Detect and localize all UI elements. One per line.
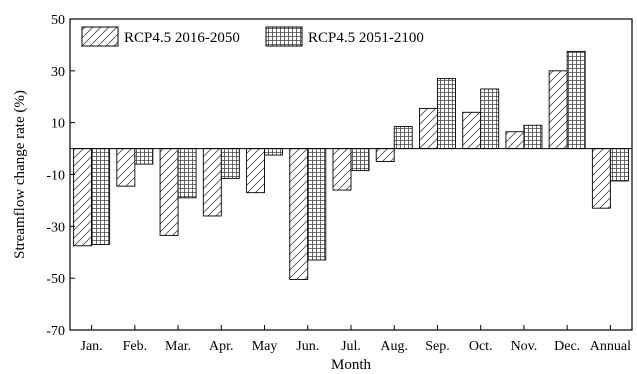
y-tick-label: -30	[46, 220, 65, 235]
legend-label-series-2: RCP4.5 2051-2100	[308, 30, 424, 46]
bar-1-1	[116, 148, 136, 187]
y-tick-label: -70	[46, 324, 65, 339]
bar-2-12	[609, 148, 629, 182]
x-tick-label: Nov.	[511, 339, 538, 354]
bar-1-6	[332, 148, 352, 191]
y-tick-label: 10	[51, 117, 65, 132]
bar-2-5	[307, 148, 327, 261]
y-axis-ticks: -70 -50 -30 -10 10 30 50	[46, 13, 75, 339]
legend-swatch-series-2	[265, 26, 303, 47]
x-tick-label: Mar.	[165, 339, 191, 354]
x-tick-label: Feb.	[123, 339, 148, 354]
bars-group	[73, 50, 629, 280]
bar-1-0	[73, 148, 93, 247]
bar-2-2	[177, 148, 197, 199]
bar-1-5	[289, 148, 309, 280]
bar-1-4	[246, 148, 265, 194]
y-tick-label: 30	[51, 65, 65, 80]
x-tick-label: Jan.	[81, 339, 103, 354]
y-tick-label: -50	[46, 272, 65, 287]
bar-2-9	[480, 88, 500, 150]
bar-1-9	[462, 111, 482, 150]
bar-2-1	[134, 148, 154, 165]
y-tick-label: -10	[46, 169, 65, 184]
bar-2-6	[350, 148, 370, 172]
legend-label-series-1: RCP4.5 2016-2050	[124, 30, 240, 46]
bar-2-7	[393, 126, 413, 150]
x-axis-ticks: Jan. Feb. Mar. Apr. May Jun. Jul. Aug. Sep. Oct. N…	[81, 325, 631, 354]
bar-1-11	[548, 70, 568, 150]
bar-2-3	[220, 148, 240, 179]
x-tick-label: Jun.	[296, 339, 319, 354]
bar-1-3	[202, 148, 222, 217]
legend-swatch-series-1	[81, 26, 119, 47]
bar-2-10	[523, 124, 543, 150]
x-tick-label: Sep.	[425, 339, 450, 354]
y-axis-label: Streamflow change rate (%)	[12, 90, 28, 259]
x-tick-label: Jul.	[341, 339, 361, 354]
bar-1-2	[159, 148, 179, 236]
bar-1-12	[591, 148, 611, 209]
x-tick-label: Annual	[590, 339, 631, 354]
bar-1-7	[375, 148, 395, 162]
bar-2-4	[264, 148, 283, 156]
x-tick-label: Apr.	[209, 339, 234, 354]
bar-1-10	[505, 131, 525, 150]
x-tick-label: May	[252, 339, 278, 354]
bar-2-8	[437, 78, 456, 150]
x-tick-label: Oct.	[469, 339, 493, 354]
legend: RCP4.5 2016-2050 RCP4.5 2051-2100	[81, 26, 424, 47]
x-axis-label: Month	[331, 357, 372, 373]
x-tick-label: Aug.	[380, 339, 408, 354]
bar-2-0	[91, 148, 111, 245]
bar-1-8	[419, 107, 438, 150]
x-tick-label: Dec.	[554, 339, 580, 354]
y-tick-label: 50	[51, 13, 65, 28]
bar-2-11	[566, 50, 586, 150]
